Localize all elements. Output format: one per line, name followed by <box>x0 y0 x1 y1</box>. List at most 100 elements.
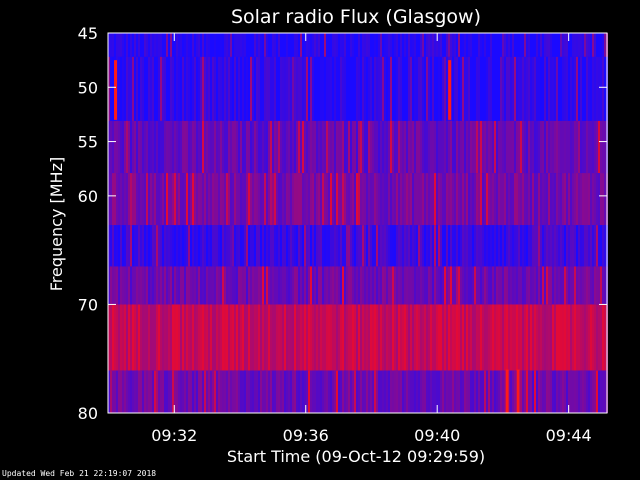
heatmap-cell <box>270 370 272 413</box>
heatmap-cell <box>202 266 204 305</box>
heatmap-cell <box>342 304 344 371</box>
heatmap-cell <box>380 266 382 305</box>
heatmap-cell <box>504 266 506 305</box>
heatmap-cell <box>254 370 256 413</box>
heatmap-cell <box>138 33 140 57</box>
heatmap-cell <box>460 173 462 226</box>
heatmap-cell <box>560 33 562 57</box>
heatmap-cell <box>446 56 448 121</box>
heatmap-cell <box>436 56 438 121</box>
heatmap-cell <box>456 225 458 267</box>
heatmap-cell <box>192 56 194 121</box>
heatmap-cell <box>284 304 286 371</box>
heatmap-cell <box>116 225 118 267</box>
heatmap-cell <box>352 173 354 226</box>
heatmap-cell <box>340 173 342 226</box>
heatmap-cell <box>176 173 178 226</box>
heatmap-cell <box>156 56 158 121</box>
heatmap-cell <box>466 173 468 226</box>
heatmap-cell <box>464 120 466 174</box>
heatmap-cell <box>386 370 388 413</box>
heatmap-cell <box>458 120 460 174</box>
heatmap-cell <box>380 173 382 226</box>
heatmap-cell <box>328 56 330 121</box>
heatmap-cell <box>218 33 220 57</box>
heatmap-cell <box>492 225 494 267</box>
heatmap-cell <box>340 304 342 371</box>
heatmap-cell <box>126 33 128 57</box>
heatmap-cell <box>498 266 500 305</box>
heatmap-cell <box>268 304 270 371</box>
heatmap-cell <box>198 120 200 174</box>
heatmap-cell <box>332 225 334 267</box>
heatmap-cell <box>448 120 450 174</box>
heatmap-cell <box>500 173 502 226</box>
heatmap-cell <box>336 120 338 174</box>
heatmap-cell <box>604 33 606 57</box>
heatmap-cell <box>244 120 246 174</box>
heatmap-cell <box>302 266 304 305</box>
heatmap-cell <box>580 56 582 121</box>
heatmap-cell <box>152 266 154 305</box>
heatmap-cell <box>284 173 286 226</box>
heatmap-cell <box>424 33 426 57</box>
heatmap-cell <box>442 225 444 267</box>
heatmap-cell <box>598 173 600 226</box>
heatmap-cell <box>544 304 546 371</box>
heatmap-cell <box>506 33 508 57</box>
heatmap-cell <box>358 225 360 267</box>
heatmap-cell <box>146 173 148 226</box>
heatmap-cell <box>180 266 182 305</box>
heatmap-cell <box>332 266 334 305</box>
heatmap-cell <box>140 173 142 226</box>
heatmap-cell <box>216 266 218 305</box>
heatmap-cell <box>562 56 564 121</box>
heatmap-cell <box>246 225 248 267</box>
heatmap-cell <box>190 225 192 267</box>
heatmap-cell <box>124 370 126 413</box>
heatmap-cell <box>536 120 538 174</box>
heatmap-cell <box>174 304 176 371</box>
heatmap-cell <box>454 56 456 121</box>
heatmap-cell <box>430 370 432 413</box>
heatmap-cell <box>210 370 212 413</box>
heatmap-cell <box>252 33 254 57</box>
heatmap-cell <box>548 266 550 305</box>
heatmap-cell <box>176 56 178 121</box>
heatmap-cell <box>572 33 574 57</box>
heatmap-cell <box>360 56 362 121</box>
heatmap-cell <box>474 120 476 174</box>
heatmap-cell <box>168 56 170 121</box>
heatmap-cell <box>206 56 208 121</box>
heatmap-cell <box>212 120 214 174</box>
heatmap-cell <box>372 370 374 413</box>
heatmap-cell <box>486 370 488 413</box>
heatmap-cell <box>440 33 442 57</box>
heatmap-cell <box>294 33 296 57</box>
heatmap-cell <box>454 33 456 57</box>
heatmap-cell <box>234 304 236 371</box>
heatmap-cell <box>314 33 316 57</box>
heatmap-cell <box>120 120 122 174</box>
heatmap-cell <box>434 33 436 57</box>
frequency-band <box>108 304 608 371</box>
heatmap-cell <box>382 120 384 174</box>
heatmap-cell <box>588 266 590 305</box>
heatmap-cell <box>432 120 434 174</box>
heatmap-cell <box>224 56 226 121</box>
heatmap-cell <box>266 304 268 371</box>
heatmap-cell <box>568 173 570 226</box>
heatmap-cell <box>386 266 388 305</box>
heatmap-cell <box>142 33 144 57</box>
heatmap-cell <box>274 266 276 305</box>
heatmap-cell <box>508 266 510 305</box>
heatmap-cell <box>272 304 274 371</box>
heatmap-cell <box>212 173 214 226</box>
heatmap-cell <box>152 173 154 226</box>
heatmap-cell <box>448 33 450 57</box>
heatmap-cell <box>476 173 478 226</box>
heatmap-cell <box>498 225 500 267</box>
heatmap-cell <box>152 370 154 413</box>
heatmap-cell <box>528 33 530 57</box>
heatmap-cell <box>600 120 602 174</box>
